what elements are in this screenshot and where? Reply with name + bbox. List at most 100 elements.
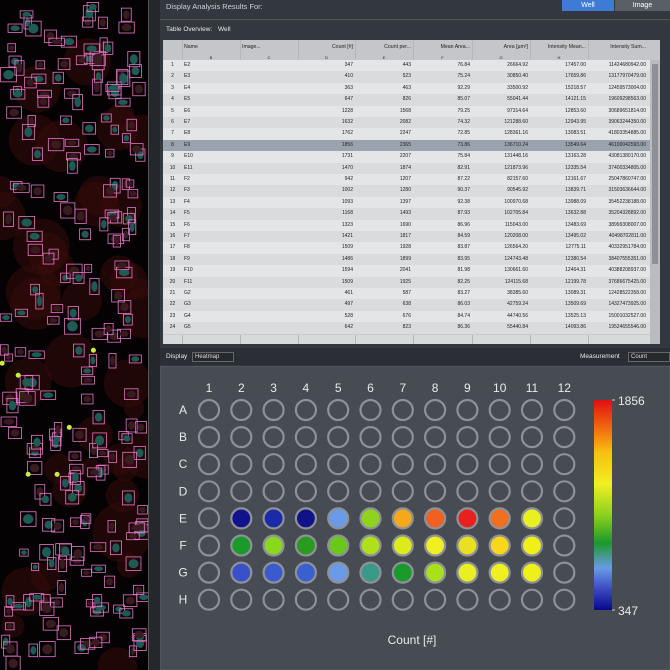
well[interactable]: [359, 534, 382, 557]
well[interactable]: [553, 425, 576, 449]
well[interactable]: [262, 398, 285, 422]
well[interactable]: [197, 425, 221, 449]
well[interactable]: [391, 507, 414, 530]
well[interactable]: [197, 507, 221, 530]
well[interactable]: [520, 480, 544, 503]
well[interactable]: [520, 425, 544, 449]
well[interactable]: [424, 480, 447, 503]
well[interactable]: [456, 588, 479, 611]
well[interactable]: [424, 453, 447, 476]
well[interactable]: [391, 561, 414, 584]
well[interactable]: [262, 425, 285, 449]
well[interactable]: [327, 480, 350, 503]
well[interactable]: [359, 425, 382, 449]
well[interactable]: [520, 534, 544, 557]
well[interactable]: [456, 480, 479, 503]
well[interactable]: [230, 507, 253, 530]
well[interactable]: [359, 453, 382, 476]
well[interactable]: [359, 398, 382, 422]
well[interactable]: [327, 425, 350, 449]
well[interactable]: [230, 453, 253, 476]
well[interactable]: [520, 588, 544, 611]
well[interactable]: [327, 507, 350, 530]
well[interactable]: [327, 398, 350, 422]
well[interactable]: [294, 561, 317, 584]
well[interactable]: [488, 534, 511, 557]
well[interactable]: [424, 398, 447, 422]
display-dropdown[interactable]: Heatmap: [192, 352, 234, 362]
well[interactable]: [294, 588, 317, 611]
well[interactable]: [553, 453, 576, 476]
well[interactable]: [424, 534, 447, 557]
well[interactable]: [197, 453, 221, 476]
well[interactable]: [359, 480, 382, 503]
well[interactable]: [456, 425, 479, 449]
well[interactable]: [262, 507, 285, 530]
well[interactable]: [456, 561, 479, 584]
well[interactable]: [488, 507, 511, 530]
well[interactable]: [359, 588, 382, 611]
well[interactable]: [230, 534, 253, 557]
well-button[interactable]: Well: [562, 0, 614, 11]
well[interactable]: [230, 398, 253, 422]
well[interactable]: [553, 507, 576, 530]
well[interactable]: [488, 398, 511, 422]
well[interactable]: [327, 561, 350, 584]
well[interactable]: [391, 425, 414, 449]
well[interactable]: [488, 561, 511, 584]
well[interactable]: [262, 588, 285, 611]
well[interactable]: [488, 425, 511, 449]
well[interactable]: [424, 588, 447, 611]
well[interactable]: [520, 398, 544, 422]
well[interactable]: [327, 534, 350, 557]
well[interactable]: [553, 398, 576, 422]
well[interactable]: [553, 480, 576, 503]
well[interactable]: [230, 561, 253, 584]
well[interactable]: [327, 588, 350, 611]
well[interactable]: [359, 561, 382, 584]
well[interactable]: [327, 453, 350, 476]
well[interactable]: [456, 534, 479, 557]
well[interactable]: [197, 534, 221, 557]
well[interactable]: [553, 534, 576, 557]
well[interactable]: [262, 453, 285, 476]
well[interactable]: [230, 588, 253, 611]
well[interactable]: [488, 480, 511, 503]
well[interactable]: [197, 588, 221, 611]
well[interactable]: [391, 534, 414, 557]
well[interactable]: [553, 561, 576, 584]
well[interactable]: [553, 588, 576, 611]
well[interactable]: [197, 398, 221, 422]
well[interactable]: [391, 480, 414, 503]
well[interactable]: [262, 480, 285, 503]
well[interactable]: [391, 453, 414, 476]
measurement-dropdown[interactable]: Count: [628, 352, 670, 362]
well[interactable]: [488, 453, 511, 476]
well[interactable]: [424, 425, 447, 449]
well[interactable]: [391, 588, 414, 611]
well[interactable]: [359, 507, 382, 530]
well[interactable]: [230, 480, 253, 503]
image-button[interactable]: Image: [615, 0, 670, 11]
well[interactable]: [294, 453, 317, 476]
well[interactable]: [456, 453, 479, 476]
well[interactable]: [391, 398, 414, 422]
well[interactable]: [294, 534, 317, 557]
well[interactable]: [424, 561, 447, 584]
well[interactable]: [520, 507, 544, 530]
well[interactable]: [294, 507, 317, 530]
well[interactable]: [488, 588, 511, 611]
well[interactable]: [520, 453, 544, 476]
well[interactable]: [456, 398, 479, 422]
splitter[interactable]: [148, 0, 161, 670]
well[interactable]: [262, 534, 285, 557]
well[interactable]: [197, 480, 221, 503]
well[interactable]: [456, 507, 479, 530]
well[interactable]: [424, 507, 447, 530]
well[interactable]: [262, 561, 285, 584]
well[interactable]: [230, 425, 253, 449]
well[interactable]: [294, 480, 317, 503]
well[interactable]: [520, 561, 544, 584]
well[interactable]: [197, 561, 221, 584]
well[interactable]: [294, 425, 317, 449]
